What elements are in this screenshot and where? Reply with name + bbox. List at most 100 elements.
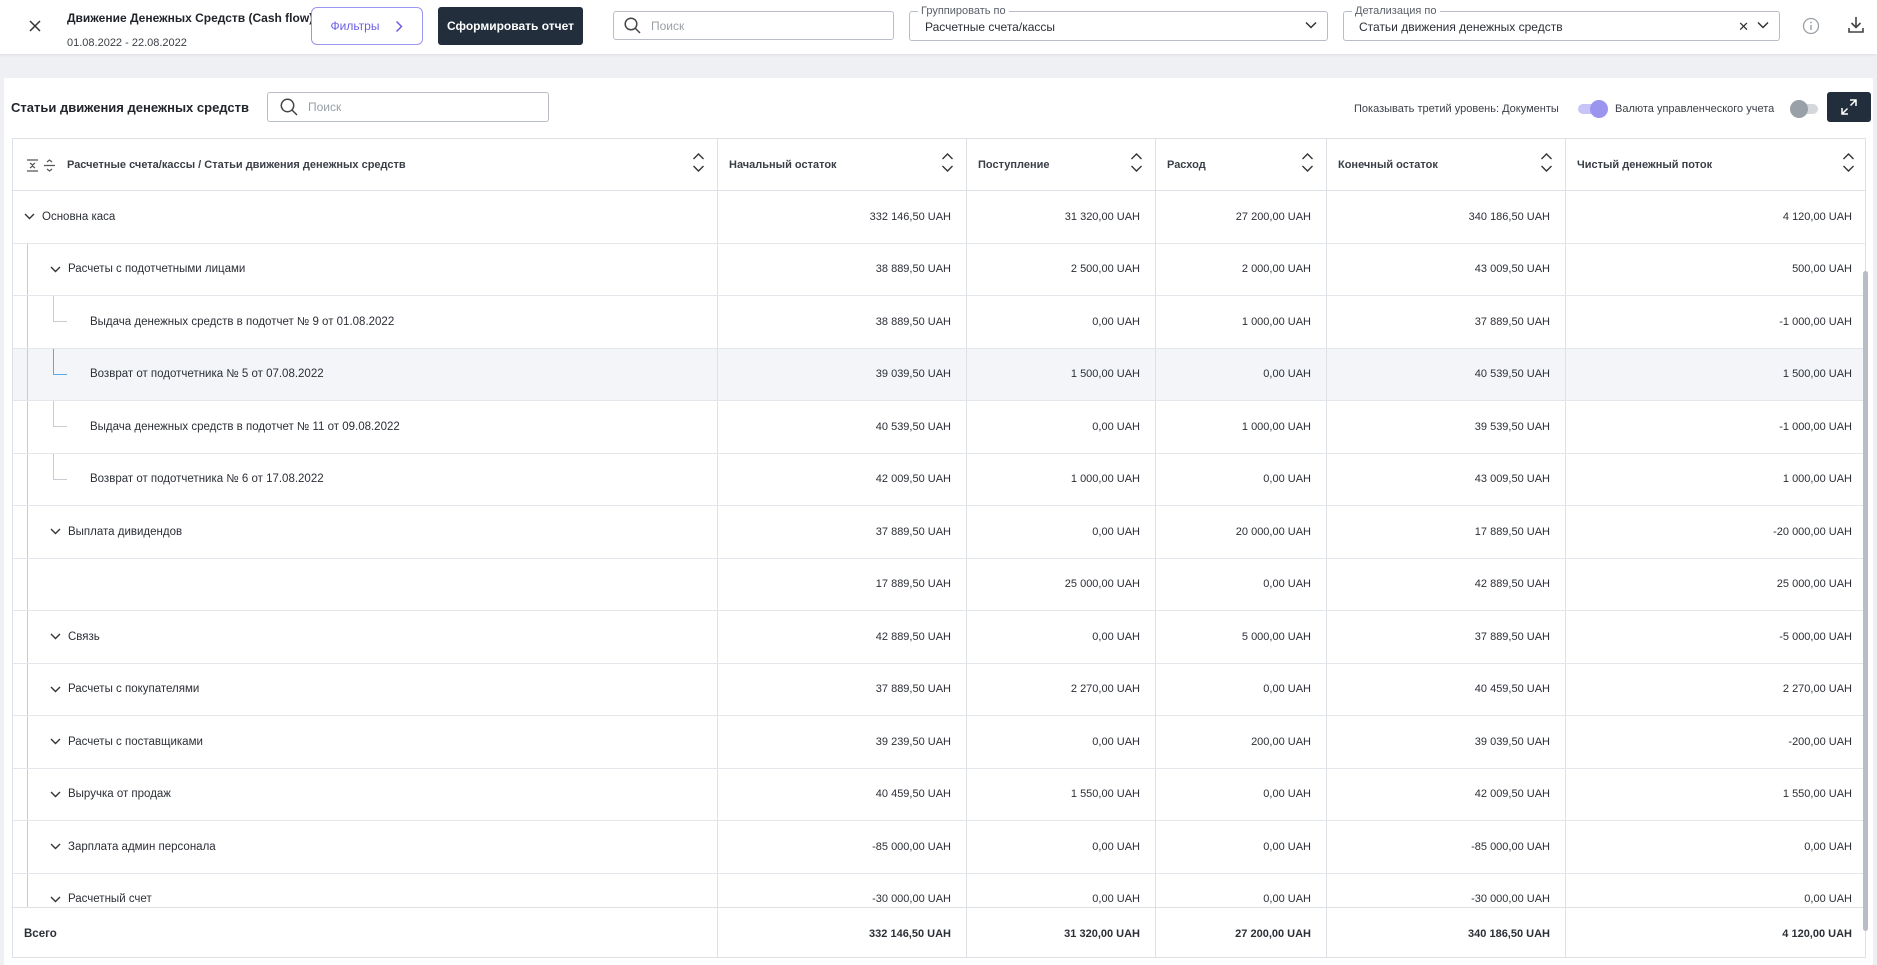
row-net-flow: 25 000,00 UAH xyxy=(1776,578,1852,591)
row-closing: 39 039,50 UAH xyxy=(1327,716,1566,768)
column-header-label: Расчетные счета/кассы / Статьи движения … xyxy=(67,159,406,171)
row-name: Возврат от подотчетника № 6 от 17.08.202… xyxy=(90,473,324,486)
column-header-label: Конечный остаток xyxy=(1338,159,1438,171)
row-opening: 37 889,50 UAH xyxy=(718,506,967,558)
collapse-all-icon[interactable] xyxy=(26,158,39,172)
expand-all-icon[interactable] xyxy=(43,158,56,172)
generate-report-button[interactable]: Сформировать отчет xyxy=(438,7,583,45)
chevron-down-icon[interactable] xyxy=(48,840,62,854)
row-opening: 42 889,50 UAH xyxy=(718,611,967,663)
sort-icon[interactable] xyxy=(692,152,705,174)
row-expense: 27 200,00 UAH xyxy=(1156,191,1327,243)
chevron-right-icon xyxy=(396,20,404,32)
sort-icon[interactable] xyxy=(1301,152,1314,174)
chevron-down-icon[interactable] xyxy=(22,210,36,224)
table-row[interactable]: Зарплата админ персонала -85 000,00 UAH 0,… xyxy=(13,821,1865,874)
close-button[interactable] xyxy=(24,15,46,37)
currency-toggle[interactable] xyxy=(1790,100,1820,118)
total-expense: 27 200,00 UAH xyxy=(1156,908,1327,957)
table-row[interactable]: Расчеты с подотчетными лицами 38 889,50 U… xyxy=(13,243,1865,296)
third-level-toggle[interactable] xyxy=(1578,100,1608,118)
row-opening: 38 889,50 UAH xyxy=(718,243,967,295)
row-expense: 1 000,00 UAH xyxy=(1156,401,1327,453)
total-opening: 332 146,50 UAH xyxy=(718,908,967,957)
total-closing: 340 186,50 UAH xyxy=(1327,908,1566,957)
tree-line xyxy=(53,348,67,375)
tree-line xyxy=(27,611,28,663)
tree-line xyxy=(53,401,67,427)
row-opening: 42 009,50 UAH xyxy=(718,453,967,505)
row-expense: 200,00 UAH xyxy=(1156,716,1327,768)
row-income: 0,00 UAH xyxy=(967,611,1156,663)
table-row[interactable]: Выдача денежных средств в подотчет № 11 … xyxy=(13,401,1865,454)
row-name: Выплата дивидендов xyxy=(68,525,183,538)
sort-icon[interactable] xyxy=(941,152,954,174)
sort-icon[interactable] xyxy=(1130,152,1143,174)
row-income: 0,00 UAH xyxy=(967,873,1156,907)
row-name: Возврат от подотчетника № 5 от 07.08.202… xyxy=(90,368,324,381)
table-row[interactable]: Основна каса 332 146,50 UAH 31 320,00 UAH 2… xyxy=(13,191,1865,244)
row-income: 1 000,00 UAH xyxy=(967,453,1156,505)
row-closing: 37 889,50 UAH xyxy=(1327,611,1566,663)
sort-icon[interactable] xyxy=(1540,152,1553,174)
info-icon[interactable] xyxy=(1802,17,1820,35)
tree-line xyxy=(27,348,28,400)
row-expense: 0,00 UAH xyxy=(1156,821,1327,873)
table-row[interactable]: Расчетный счет -30 000,00 UAH 0,00 UAH 0,00… xyxy=(13,873,1865,907)
chevron-down-icon[interactable] xyxy=(48,735,62,749)
table-row[interactable]: Выплата дивидендов 37 889,50 UAH 0,00 UAH 2… xyxy=(13,506,1865,559)
table-scrollbar[interactable] xyxy=(1863,271,1868,931)
expand-icon xyxy=(1841,99,1857,115)
chevron-down-icon[interactable] xyxy=(48,262,62,276)
report-title-dropdown[interactable]: Движение Денежных Средств (Cash flow) xyxy=(67,11,325,25)
panel-search-input[interactable] xyxy=(308,100,528,114)
download-icon[interactable] xyxy=(1846,15,1866,35)
row-closing: 43 009,50 UAH xyxy=(1327,453,1566,505)
row-net-flow: 1 000,00 UAH xyxy=(1782,473,1852,486)
row-name-cell: Основна каса xyxy=(13,191,718,243)
row-income: 1 500,00 UAH xyxy=(967,348,1156,400)
row-name-cell: Выплата дивидендов xyxy=(13,506,718,558)
tree-line xyxy=(53,453,67,480)
chevron-down-icon[interactable] xyxy=(48,525,62,539)
column-header-label: Поступление xyxy=(978,159,1050,171)
row-opening: 40 539,50 UAH xyxy=(718,401,967,453)
row-closing: 37 889,50 UAH xyxy=(1327,296,1566,348)
column-header-net-flow: Чистый денежный поток xyxy=(1566,139,1865,191)
clear-icon[interactable]: ✕ xyxy=(1738,19,1749,34)
chevron-down-icon[interactable] xyxy=(48,682,62,696)
row-name-cell: Расчеты с подотчетными лицами xyxy=(13,243,718,295)
table-row[interactable]: Расчеты с покупателями 37 889,50 UAH 2 270… xyxy=(13,663,1865,716)
row-income: 0,00 UAH xyxy=(967,821,1156,873)
detail-by-select[interactable]: Детализация по Статьи движения денежных … xyxy=(1343,5,1780,41)
chevron-down-icon[interactable] xyxy=(48,787,62,801)
table-row[interactable]: Возврат от подотчетника № 5 от 07.08.202… xyxy=(13,348,1865,401)
group-by-select[interactable]: Группировать по Расчетные счета/кассы xyxy=(909,5,1328,41)
fullscreen-button[interactable] xyxy=(1827,92,1871,122)
row-income: 0,00 UAH xyxy=(967,716,1156,768)
table-row[interactable]: Выручка от продаж 40 459,50 UAH 1 550,00 U… xyxy=(13,768,1865,821)
row-name: Расчеты с подотчетными лицами xyxy=(68,263,246,276)
row-name: Выдача денежных средств в подотчет № 11 … xyxy=(90,420,400,433)
table-header: Расчетные счета/кассы / Статьи движения … xyxy=(13,139,1865,191)
chevron-down-icon[interactable] xyxy=(48,892,62,906)
table-row[interactable]: Возврат от подотчетника № 6 от 17.08.202… xyxy=(13,453,1865,506)
top-search-input[interactable] xyxy=(651,18,871,33)
chevron-down-icon[interactable] xyxy=(48,630,62,644)
table-row[interactable]: Связь 42 889,50 UAH 0,00 UAH 5 000,00 UAH 37… xyxy=(13,611,1865,664)
sort-icon[interactable] xyxy=(1842,152,1855,174)
table-row[interactable]: Выдача денежных средств в подотчет № 9 о… xyxy=(13,296,1865,349)
row-net-flow: -200,00 UAH xyxy=(1788,735,1852,748)
panel-title: Статьи движения денежных средств xyxy=(11,100,249,115)
table-row[interactable]: 17 889,50 UAH 25 000,00 UAH 0,00 UAH 42 889… xyxy=(13,558,1865,611)
table-row[interactable]: Расчеты с поставщиками 39 239,50 UAH 0,00 … xyxy=(13,716,1865,769)
row-name-cell: Выдача денежных средств в подотчет № 11 … xyxy=(13,401,718,453)
column-header-label: Начальный остаток xyxy=(729,159,837,171)
row-income: 1 550,00 UAH xyxy=(967,768,1156,820)
column-header-expense: Расход xyxy=(1156,139,1327,191)
filters-button[interactable]: Фильтры xyxy=(311,7,423,45)
toggle-knob xyxy=(1590,100,1608,118)
tree-line xyxy=(27,768,28,820)
third-level-toggle-label: Показывать третий уровень: Документы xyxy=(1354,103,1559,115)
row-name: Основна каса xyxy=(42,210,116,223)
